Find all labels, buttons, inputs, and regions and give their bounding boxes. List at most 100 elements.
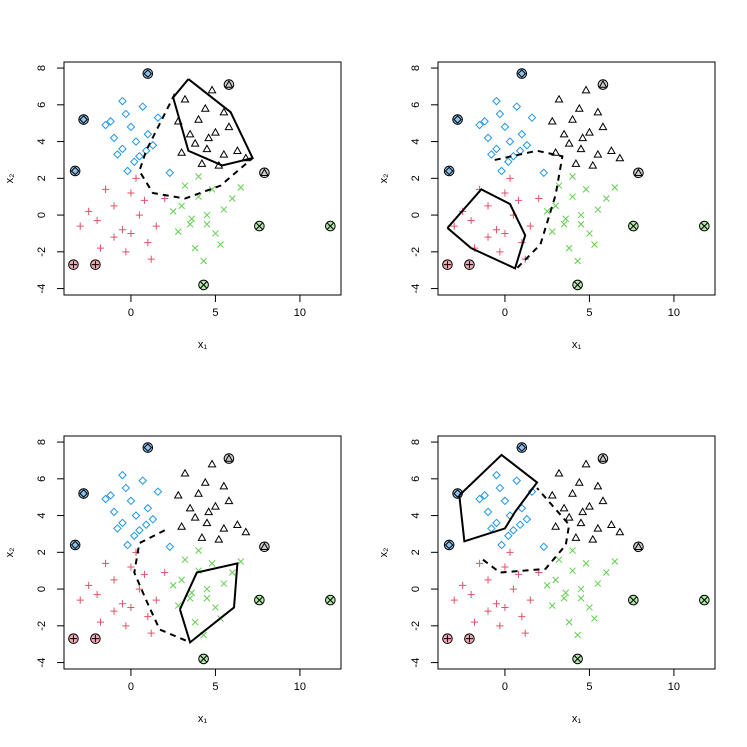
point xyxy=(562,589,570,597)
point xyxy=(577,211,585,219)
point xyxy=(224,122,234,131)
point xyxy=(174,228,182,235)
point xyxy=(194,114,203,123)
point xyxy=(515,146,525,156)
point xyxy=(207,85,217,94)
x-tick-label: 5 xyxy=(586,307,592,319)
point xyxy=(232,146,242,154)
y-tick-label: 0 xyxy=(36,212,48,218)
point xyxy=(208,185,216,193)
x-tick-label: 10 xyxy=(294,307,306,319)
point xyxy=(153,113,163,122)
point xyxy=(467,216,475,225)
point xyxy=(517,129,527,139)
point xyxy=(526,596,534,604)
point xyxy=(582,185,590,193)
outlier-ring xyxy=(516,68,528,79)
point xyxy=(169,208,177,215)
point xyxy=(143,503,153,513)
point xyxy=(85,207,93,215)
point xyxy=(131,137,141,146)
point xyxy=(506,548,514,556)
point xyxy=(492,600,501,608)
point xyxy=(475,494,484,504)
y-tick-label: 6 xyxy=(410,476,422,482)
point xyxy=(132,174,140,182)
point xyxy=(591,241,598,248)
point xyxy=(569,567,576,575)
point xyxy=(465,261,474,269)
point xyxy=(101,120,110,130)
x-tick-label: 5 xyxy=(586,681,592,693)
point xyxy=(110,607,118,615)
x-axis-label: x₁ xyxy=(572,339,582,351)
point xyxy=(118,600,127,608)
y-tick-label: 2 xyxy=(36,549,48,555)
point xyxy=(220,580,228,587)
point xyxy=(188,215,196,223)
outlier-ring xyxy=(443,165,455,177)
outlier-ring xyxy=(516,442,528,453)
point xyxy=(539,168,549,178)
y-tick-label: -4 xyxy=(410,284,422,294)
point xyxy=(127,229,135,238)
point xyxy=(138,476,148,485)
y-tick-label: 8 xyxy=(410,65,422,71)
point xyxy=(127,603,135,612)
point xyxy=(543,208,551,215)
point xyxy=(598,79,608,88)
point xyxy=(140,196,149,204)
point xyxy=(465,635,474,643)
point xyxy=(598,122,608,131)
point xyxy=(503,531,513,541)
point xyxy=(93,590,101,599)
point xyxy=(633,168,643,177)
point xyxy=(224,453,234,462)
y-tick-label: 0 xyxy=(410,212,422,218)
point xyxy=(141,146,151,156)
y-tick-label: 2 xyxy=(410,549,422,555)
point xyxy=(509,585,517,593)
point xyxy=(569,193,576,201)
point xyxy=(110,233,118,241)
point xyxy=(514,196,523,204)
point xyxy=(500,122,510,132)
point xyxy=(514,570,523,578)
point xyxy=(165,168,175,178)
point xyxy=(212,604,219,611)
point xyxy=(232,520,242,528)
point xyxy=(492,226,501,234)
point xyxy=(475,559,484,567)
point xyxy=(492,470,501,480)
x-axis-label: x₁ xyxy=(198,339,208,351)
point xyxy=(110,202,118,210)
point xyxy=(551,521,561,530)
point xyxy=(127,563,135,571)
point xyxy=(535,194,543,203)
point xyxy=(140,570,149,578)
hull-dashed xyxy=(138,93,254,200)
point xyxy=(611,558,619,565)
point xyxy=(560,220,568,228)
point xyxy=(554,468,564,477)
point xyxy=(208,559,216,567)
point xyxy=(69,635,78,643)
point xyxy=(484,607,492,615)
y-tick-label: 6 xyxy=(36,102,48,108)
point xyxy=(101,494,110,504)
point xyxy=(113,150,122,159)
y-tick-label: 4 xyxy=(410,139,422,145)
point xyxy=(143,443,153,452)
point xyxy=(161,194,169,203)
point xyxy=(501,189,509,197)
y-tick-label: -4 xyxy=(36,658,48,668)
panel: 0 5 10 -4 -2 0 2 4 6 8 x₁ x₂ xyxy=(4,61,342,351)
point xyxy=(135,525,144,535)
point xyxy=(219,149,229,158)
point xyxy=(503,157,513,167)
point xyxy=(565,244,573,252)
point xyxy=(165,542,175,552)
x-tick-label: 0 xyxy=(502,307,508,319)
point xyxy=(517,443,527,452)
point xyxy=(138,102,148,111)
